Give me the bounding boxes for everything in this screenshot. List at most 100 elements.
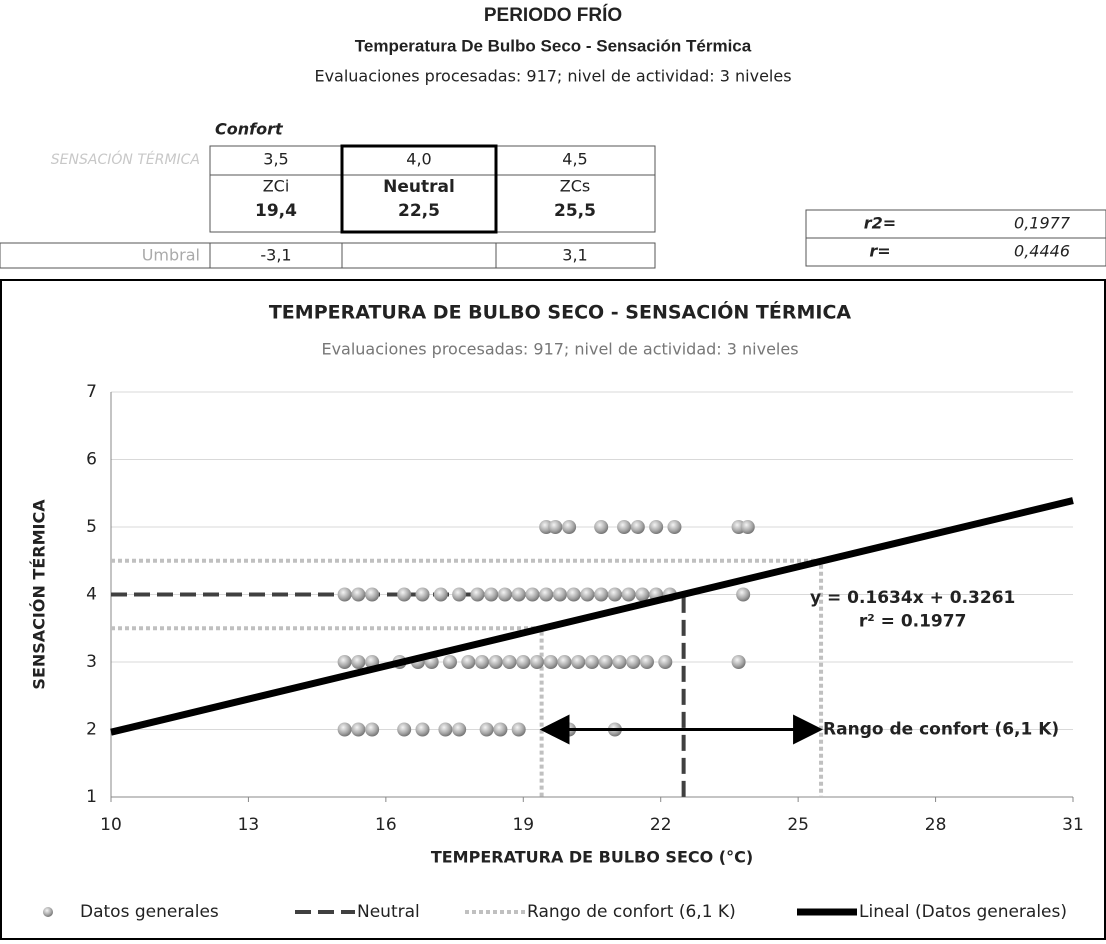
y-tick-label: 4 — [86, 585, 97, 605]
table-cell: 25,5 — [554, 201, 596, 221]
umbral-label: Umbral — [142, 246, 200, 265]
row-label: SENSACIÓN TÉRMICA — [51, 150, 200, 168]
y-tick-label: 1 — [86, 787, 97, 807]
data-point — [562, 520, 577, 534]
table-cell: ZCs — [560, 177, 590, 196]
note: Evaluaciones procesadas: 917; nivel de a… — [314, 67, 791, 86]
x-tick-label: 16 — [375, 815, 397, 835]
data-point — [452, 722, 467, 737]
subtitle: Temperatura De Bulbo Seco - Sensación Té… — [355, 36, 752, 55]
data-point — [617, 520, 632, 534]
table-cell: 4,5 — [562, 150, 587, 169]
data-point — [452, 587, 467, 602]
x-tick-label: 13 — [238, 815, 260, 835]
chart-subtitle: Evaluaciones procesadas: 917; nivel de a… — [321, 340, 798, 359]
data-point — [415, 587, 430, 602]
data-point — [630, 520, 645, 534]
y-tick-label: 2 — [86, 720, 97, 740]
umbral-high: 3,1 — [562, 246, 587, 265]
data-point — [539, 587, 554, 602]
data-point — [557, 655, 572, 669]
data-point — [740, 520, 755, 534]
annotation: y = 0.1634x + 0.3261 — [810, 588, 1015, 608]
annotation: r² = 0.1977 — [859, 612, 967, 632]
y-tick-label: 5 — [86, 517, 97, 537]
data-point — [397, 587, 412, 602]
data-point — [598, 655, 613, 669]
data-point — [511, 587, 526, 602]
data-point — [658, 655, 673, 669]
data-point — [731, 655, 746, 669]
table-grid — [0, 144, 1106, 940]
data-point — [351, 722, 366, 737]
table-cell: 4,0 — [406, 150, 431, 169]
legend-label: Lineal (Datos generales) — [859, 902, 1067, 922]
series-line — [111, 592, 686, 797]
legend-label: Rango de confort (6,1 K) — [527, 902, 736, 922]
legend-marker — [43, 907, 53, 917]
chart-title: TEMPERATURA DE BULBO SECO - SENSACIÓN TÉ… — [269, 300, 852, 324]
data-point — [639, 655, 654, 669]
data-point — [530, 655, 545, 669]
data-point — [479, 722, 494, 737]
data-point — [351, 587, 366, 602]
data-point — [502, 655, 517, 669]
data-point — [493, 722, 508, 737]
x-tick-label: 10 — [100, 815, 122, 835]
arrow-label: Rango de confort (6,1 K) — [823, 720, 1059, 740]
data-point — [470, 587, 485, 602]
data-point — [594, 587, 609, 602]
data-point — [438, 722, 453, 737]
x-axis-label: TEMPERATURA DE BULBO SECO (°C) — [431, 848, 753, 867]
data-point — [415, 722, 430, 737]
data-point — [621, 587, 636, 602]
y-tick-label: 3 — [86, 652, 97, 672]
data-point — [736, 587, 751, 602]
data-point — [525, 587, 540, 602]
x-tick-label: 19 — [512, 815, 534, 835]
legend-label: Neutral — [357, 902, 420, 922]
data-point — [442, 655, 457, 669]
data-point — [337, 655, 352, 669]
table-cell: 22,5 — [398, 201, 440, 221]
data-point — [667, 520, 682, 534]
data-point — [585, 655, 599, 669]
neutral-box — [340, 144, 498, 234]
stat-value: 0,1977 — [1014, 214, 1071, 233]
table-cell: ZCi — [263, 177, 290, 196]
data-point — [365, 722, 380, 737]
x-tick-label: 25 — [787, 815, 809, 835]
stat-label: r= — [869, 242, 890, 261]
data-point — [571, 655, 586, 669]
data-point — [461, 655, 476, 669]
data-point — [566, 587, 581, 602]
data-point — [497, 587, 512, 602]
data-point — [433, 587, 448, 602]
data-point — [511, 722, 526, 737]
y-tick-label: 7 — [86, 382, 97, 402]
data-point — [488, 655, 503, 669]
data-point — [365, 587, 380, 602]
data-point — [649, 520, 664, 534]
stat-label: r2= — [864, 214, 896, 233]
table-cell: Neutral — [383, 177, 455, 197]
chart-frame — [0, 279, 1106, 940]
data-point — [516, 655, 531, 669]
table-cell: 19,4 — [255, 201, 297, 221]
y-axis-label: SENSACIÓN TÉRMICA — [30, 499, 49, 690]
data-point — [484, 587, 499, 602]
data-point — [397, 722, 412, 737]
data-point — [337, 587, 352, 602]
data-point — [337, 722, 352, 737]
y-tick-label: 6 — [86, 450, 97, 470]
data-point — [607, 587, 622, 602]
x-tick-label: 31 — [1062, 815, 1084, 835]
data-point — [548, 520, 563, 534]
x-tick-label: 28 — [925, 815, 947, 835]
title: PERIODO FRÍO — [484, 4, 622, 26]
umbral-low: -3,1 — [260, 246, 291, 265]
data-point — [626, 655, 641, 669]
data-point — [552, 587, 567, 602]
